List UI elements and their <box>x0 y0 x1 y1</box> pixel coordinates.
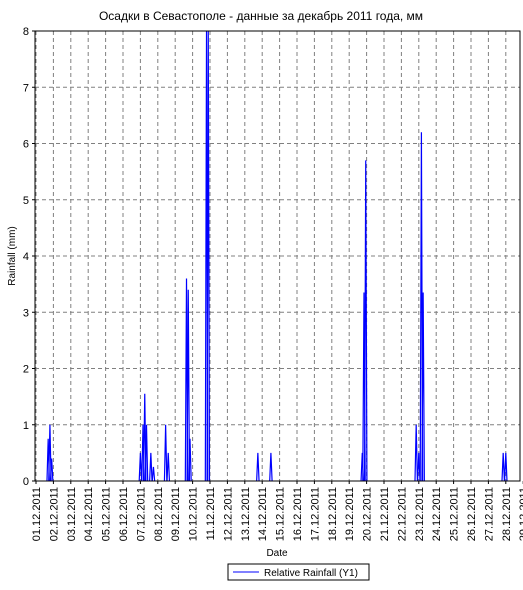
x-tick-label: 08.12.2011 <box>153 487 165 541</box>
y-tick-label: 4 <box>23 251 29 263</box>
rainfall-spike <box>501 452 505 482</box>
rainfall-spike <box>138 452 143 482</box>
x-tick-label: 03.12.2011 <box>66 487 78 541</box>
x-tick-label: 10.12.2011 <box>188 487 200 541</box>
x-tick-label: 12.12.2011 <box>222 487 234 541</box>
y-axis-title: Rainfall (mm) <box>7 226 18 285</box>
legend-box <box>227 563 370 581</box>
x-tick-label: 01.12.2011 <box>31 487 43 541</box>
y-tick-label: 0 <box>23 476 29 488</box>
x-axis-title: Date <box>266 548 288 559</box>
x-tick-label: 21.12.2011 <box>379 487 391 541</box>
y-tick-label: 7 <box>23 82 29 94</box>
rainfall-spike <box>269 452 273 482</box>
chart-title: Осадки в Севастополе - данные за декабрь… <box>99 9 423 23</box>
x-tick-label: 28.12.2011 <box>501 487 513 541</box>
x-tick-label: 13.12.2011 <box>240 487 252 541</box>
y-tick-label: 5 <box>23 195 29 207</box>
y-tick-label: 8 <box>23 26 29 38</box>
y-tick-label: 1 <box>23 420 29 432</box>
x-tick-label: 06.12.2011 <box>118 487 130 541</box>
x-tick-label: 09.12.2011 <box>170 487 182 541</box>
rainfall-spike <box>48 424 52 482</box>
x-tick-label: 25.12.2011 <box>449 487 461 541</box>
x-tick-label: 04.12.2011 <box>83 487 95 541</box>
y-tick-label: 2 <box>23 364 29 376</box>
rainfall-spike <box>166 452 171 482</box>
x-tick-label: 23.12.2011 <box>414 487 426 541</box>
y-tick-label: 3 <box>23 307 29 319</box>
legend: Relative Rainfall (Y1) <box>227 563 370 581</box>
rainfall-spike <box>151 466 156 482</box>
x-tick-label: 26.12.2011 <box>466 487 478 541</box>
x-tick-label: 29.12.2011 <box>518 487 523 541</box>
rainfall-spike <box>188 438 192 482</box>
x-tick-label: 02.12.2011 <box>48 487 60 541</box>
y-tick-label: 6 <box>23 139 29 151</box>
rainfall-spike <box>504 452 508 482</box>
x-tick-label: 14.12.2011 <box>257 487 269 541</box>
rainfall-spike <box>144 424 149 482</box>
rainfall-spike <box>149 452 153 482</box>
x-tick-label: 15.12.2011 <box>275 487 287 541</box>
rainfall-spike <box>421 292 425 482</box>
x-tick-label: 22.12.2011 <box>396 487 408 541</box>
grid-lines <box>35 31 520 481</box>
x-tick-label: 11.12.2011 <box>205 487 217 540</box>
x-axis-ticks: 01.12.2011 02.12.2011 03.12.2011 04.12.2011… <box>31 481 523 541</box>
rainfall-spike <box>256 452 260 482</box>
rainfall-spike <box>363 160 368 482</box>
rainfall-spike <box>163 424 168 482</box>
x-tick-label: 27.12.2011 <box>483 487 495 541</box>
rainfall-spike <box>186 289 191 482</box>
y-axis-ticks: 0 1 2 3 4 5 6 7 8 <box>23 26 35 488</box>
x-tick-label: 19.12.2011 <box>344 487 356 541</box>
x-tick-label: 05.12.2011 <box>101 487 113 541</box>
x-tick-label: 18.12.2011 <box>327 487 339 541</box>
rainfall-spike <box>417 452 421 482</box>
x-tick-label: 17.12.2011 <box>309 487 321 541</box>
rainfall-spike <box>49 458 54 482</box>
x-tick-label: 16.12.2011 <box>292 487 304 541</box>
x-tick-label: 24.12.2011 <box>431 487 443 541</box>
rainfall-spike <box>414 424 418 482</box>
x-tick-label: 07.12.2011 <box>135 487 147 541</box>
legend-label: Relative Rainfall (Y1) <box>264 568 358 579</box>
x-tick-label: 20.12.2011 <box>362 487 374 541</box>
